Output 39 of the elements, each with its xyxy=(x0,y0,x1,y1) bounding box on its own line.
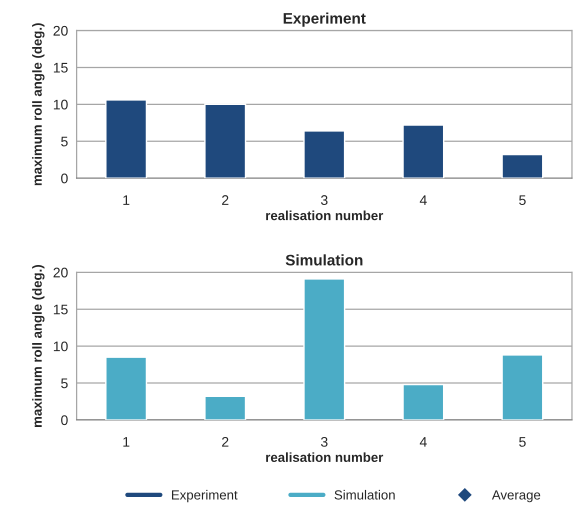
y-tick-label: 15 xyxy=(54,304,68,314)
bar xyxy=(402,384,444,420)
x-axis-title: realisation number xyxy=(266,210,384,220)
x-tick-label: 4 xyxy=(420,195,427,205)
chart-title: Experiment xyxy=(284,12,366,27)
y-tick-label: 5 xyxy=(61,136,68,146)
x-axis-title: realisation number xyxy=(266,452,384,462)
x-tick-label: 1 xyxy=(123,437,130,447)
x-tick-label: 3 xyxy=(320,436,328,447)
y-tick-label: 20 xyxy=(54,26,68,36)
bar xyxy=(501,354,544,420)
bar xyxy=(204,104,246,178)
y-tick-label: 15 xyxy=(54,62,68,73)
x-tick-label: 3 xyxy=(320,195,328,206)
legend-label: Simulation xyxy=(334,490,395,500)
y-tick-label: 5 xyxy=(61,378,68,388)
bar xyxy=(303,278,346,420)
legend-label: Average xyxy=(492,490,540,502)
legend-label: Experiment xyxy=(172,490,238,502)
chart-title: Simulation xyxy=(286,254,362,266)
x-tick-label: 4 xyxy=(420,437,427,447)
x-tick-label: 2 xyxy=(222,195,228,205)
bar xyxy=(204,396,246,420)
bar xyxy=(105,356,148,420)
y-tick-label: 0 xyxy=(61,173,68,184)
y-tick-label: 0 xyxy=(61,415,68,426)
y-tick-label: 10 xyxy=(54,341,68,352)
y-axis-title: maximum roll angle (deg.) xyxy=(32,265,44,427)
bar xyxy=(105,99,148,178)
x-tick-label: 2 xyxy=(222,436,228,447)
x-tick-label: 5 xyxy=(519,195,526,206)
y-tick-label: 10 xyxy=(54,100,68,110)
x-tick-label: 5 xyxy=(519,437,526,447)
bar xyxy=(501,154,544,178)
bar xyxy=(303,130,346,178)
y-tick-label: 20 xyxy=(54,268,68,278)
y-axis-title: maximum roll angle (deg.) xyxy=(32,23,44,186)
bar xyxy=(402,124,444,178)
x-tick-label: 1 xyxy=(123,195,130,205)
